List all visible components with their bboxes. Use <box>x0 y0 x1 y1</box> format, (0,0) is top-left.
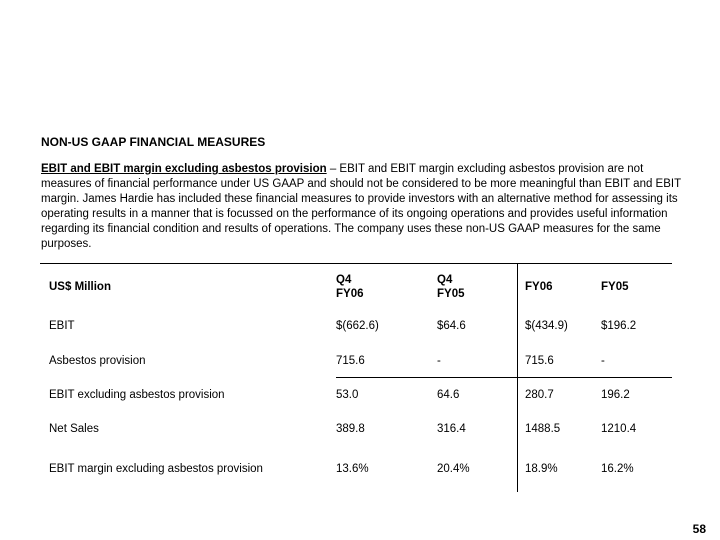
section-title: NON-US GAAP FINANCIAL MEASURES <box>41 135 266 149</box>
table-cell: $196.2 <box>601 320 637 332</box>
table-cell: 196.2 <box>601 389 630 401</box>
row-label: EBIT margin excluding asbestos provision <box>49 463 263 475</box>
table-cell: 53.0 <box>336 389 359 401</box>
column-header: FY06 <box>525 281 553 293</box>
header-line: FY05 <box>437 288 465 300</box>
header-line: Q4 <box>437 274 453 286</box>
column-header: US$ Million <box>49 281 111 293</box>
header-line: FY06 <box>336 288 364 300</box>
intro-term: EBIT and EBIT margin excluding asbestos … <box>41 163 327 175</box>
row-label: EBIT <box>49 320 75 332</box>
page-number: 58 <box>692 522 706 536</box>
table-cell: $(662.6) <box>336 320 379 332</box>
table-cell: 389.8 <box>336 423 365 435</box>
table-cell: $64.6 <box>437 320 466 332</box>
table-cell: 13.6% <box>336 463 369 475</box>
table-cell: 20.4% <box>437 463 470 475</box>
header-line: Q4 <box>336 274 352 286</box>
table-cell: 1488.5 <box>525 423 561 435</box>
table-cell: 316.4 <box>437 423 466 435</box>
table-cell: - <box>437 355 441 367</box>
table-top-rule <box>40 263 672 264</box>
intro-text: – EBIT and EBIT margin excluding asbesto… <box>41 163 681 250</box>
column-header: Q4 FY05 <box>437 273 465 301</box>
table-cell: - <box>601 355 605 367</box>
column-header: Q4 FY06 <box>336 273 364 301</box>
row-label: EBIT excluding asbestos provision <box>49 389 225 401</box>
subtotal-rule <box>336 377 672 378</box>
table-cell: $(434.9) <box>525 320 568 332</box>
table-cell: 280.7 <box>525 389 554 401</box>
intro-paragraph: EBIT and EBIT margin excluding asbestos … <box>41 162 681 252</box>
row-label: Asbestos provision <box>49 355 146 367</box>
column-header: FY05 <box>601 281 629 293</box>
table-cell: 18.9% <box>525 463 558 475</box>
table-cell: 715.6 <box>336 355 365 367</box>
table-cell: 1210.4 <box>601 423 637 435</box>
table-cell: 16.2% <box>601 463 634 475</box>
table-cell: 64.6 <box>437 389 460 401</box>
row-label: Net Sales <box>49 423 99 435</box>
table-cell: 715.6 <box>525 355 554 367</box>
